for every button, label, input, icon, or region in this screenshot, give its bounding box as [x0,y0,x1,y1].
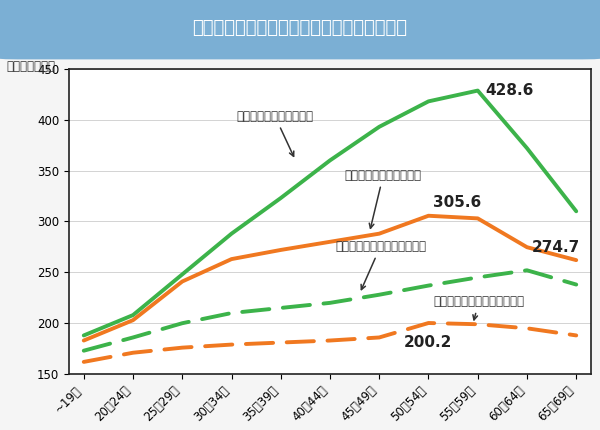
Text: （千円／月額）: （千円／月額） [6,60,55,73]
Text: 正社員・正職員以外（男性）: 正社員・正職員以外（男性） [335,240,426,289]
Text: 正社員・正職員（男性）: 正社員・正職員（男性） [236,110,313,157]
Text: 正社員・正職員以外（女性）: 正社員・正職員以外（女性） [433,295,524,320]
Text: 200.2: 200.2 [404,335,452,350]
Text: 305.6: 305.6 [433,195,482,210]
Text: 正社員・正職員（女性）: 正社員・正職員（女性） [345,169,422,228]
Text: 428.6: 428.6 [485,83,533,98]
FancyBboxPatch shape [0,0,600,58]
Text: 男女間賃金格差（所定内給与額、令和３年）: 男女間賃金格差（所定内給与額、令和３年） [193,19,407,37]
Text: 274.7: 274.7 [532,240,580,255]
